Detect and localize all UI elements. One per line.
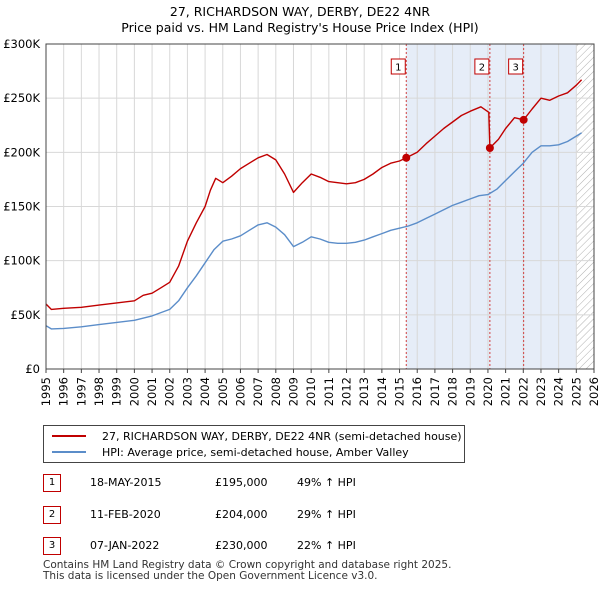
y-tick-label: £250K: [3, 91, 40, 105]
sale-price: £195,000: [215, 476, 268, 489]
sale-point: [402, 153, 411, 162]
x-tick-label: 2013: [357, 377, 371, 406]
sale-row: 3 07-JAN-2022 £230,000 22% ↑ HPI: [43, 537, 443, 555]
x-tick-label: 2008: [269, 377, 283, 406]
x-tick-label: 2022: [516, 377, 530, 406]
x-tick-label: 2003: [180, 377, 194, 406]
sale-hpi-change: 22% ↑ HPI: [297, 539, 356, 552]
footer-line1: Contains HM Land Registry data © Crown c…: [43, 559, 452, 571]
legend-swatch-hpi: [52, 451, 86, 453]
x-tick-label: 2021: [499, 377, 513, 406]
x-tick-label: 2007: [251, 377, 265, 406]
x-tick-label: 2024: [552, 377, 566, 406]
x-tick-label: 2005: [216, 377, 230, 406]
sale-row: 1 18-MAY-2015 £195,000 49% ↑ HPI: [43, 474, 443, 492]
x-tick-label: 2010: [304, 377, 318, 406]
sale-price: £204,000: [215, 508, 268, 521]
x-tick-label: 2019: [463, 377, 477, 406]
sale-row: 2 11-FEB-2020 £204,000 29% ↑ HPI: [43, 506, 443, 524]
x-tick-label: 2023: [534, 377, 548, 406]
sale-number-label: 2: [479, 63, 485, 74]
x-tick-label: 2012: [340, 377, 354, 406]
x-tick-label: 2025: [569, 377, 583, 406]
x-tick-label: 2017: [428, 377, 442, 406]
sale-number-box: [508, 58, 524, 75]
y-tick-label: £300K: [3, 37, 40, 51]
sale-date: 18-MAY-2015: [90, 476, 162, 489]
sale-point: [485, 144, 494, 152]
sale-number-badge: 1: [43, 474, 61, 492]
x-tick-label: 2006: [233, 377, 247, 406]
footer-attribution: Contains HM Land Registry data © Crown c…: [43, 560, 451, 582]
chart-title-line2: Price paid vs. HM Land Registry's House …: [121, 20, 479, 35]
sale-date: 11-FEB-2020: [90, 508, 161, 521]
chart-title-line1: 27, RICHARDSON WAY, DERBY, DE22 4NR: [169, 4, 431, 19]
legend-item-property: 27, RICHARDSON WAY, DERBY, DE22 4NR (sem…: [52, 428, 462, 444]
x-tick-label: 2014: [375, 377, 389, 406]
legend-label-hpi: HPI: Average price, semi-detached house,…: [102, 445, 409, 459]
legend-label-property: 27, RICHARDSON WAY, DERBY, DE22 4NR (sem…: [102, 429, 462, 443]
x-tick-label: 2004: [198, 377, 212, 406]
legend-item-hpi: HPI: Average price, semi-detached house,…: [52, 444, 409, 460]
x-tick-label: 2016: [410, 377, 424, 406]
footer-line2: This data is licensed under the Open Gov…: [43, 570, 378, 582]
y-tick-label: £100K: [3, 254, 40, 268]
x-tick-label: 1998: [92, 377, 106, 406]
sale-number-box: [390, 58, 406, 75]
x-tick-label: 2002: [163, 377, 177, 406]
x-tick-label: 1995: [39, 377, 53, 406]
x-tick-label: 2001: [145, 377, 159, 406]
legend-swatch-property: [52, 435, 86, 437]
x-tick-label: 1997: [74, 377, 88, 406]
sale-point: [519, 115, 528, 124]
sale-hpi-change: 49% ↑ HPI: [297, 476, 356, 489]
x-tick-label: 1999: [110, 377, 124, 406]
x-tick-label: 2015: [393, 377, 407, 406]
sale-price: £230,000: [215, 539, 268, 552]
sale-hpi-change: 29% ↑ HPI: [297, 508, 356, 521]
plot-frame: [45, 43, 595, 370]
y-tick-label: £50K: [11, 308, 41, 322]
sale-number-box: [474, 58, 490, 75]
x-tick-label: 2009: [286, 377, 300, 406]
x-tick-label: 2018: [446, 377, 460, 406]
property-price-line: [45, 79, 583, 311]
sale-number-badge: 3: [43, 537, 61, 555]
sale-number-badge: 2: [43, 506, 61, 524]
x-tick-label: 2000: [127, 377, 141, 406]
x-tick-label: 2026: [587, 377, 600, 406]
y-tick-label: £0: [25, 362, 40, 376]
chart-title: 27, RICHARDSON WAY, DERBY, DE22 4NR Pric…: [0, 4, 600, 36]
x-tick-label: 2011: [322, 377, 336, 406]
y-tick-label: £150K: [3, 200, 40, 214]
y-tick-label: £200K: [3, 145, 40, 159]
sale-date: 07-JAN-2022: [90, 539, 160, 552]
legend: 27, RICHARDSON WAY, DERBY, DE22 4NR (sem…: [43, 425, 465, 463]
sale-number-label: 3: [512, 63, 518, 74]
sale-number-label: 1: [395, 63, 401, 74]
x-tick-label: 1996: [57, 377, 71, 406]
x-tick-label: 2020: [481, 377, 495, 406]
hpi-line: [45, 132, 582, 330]
